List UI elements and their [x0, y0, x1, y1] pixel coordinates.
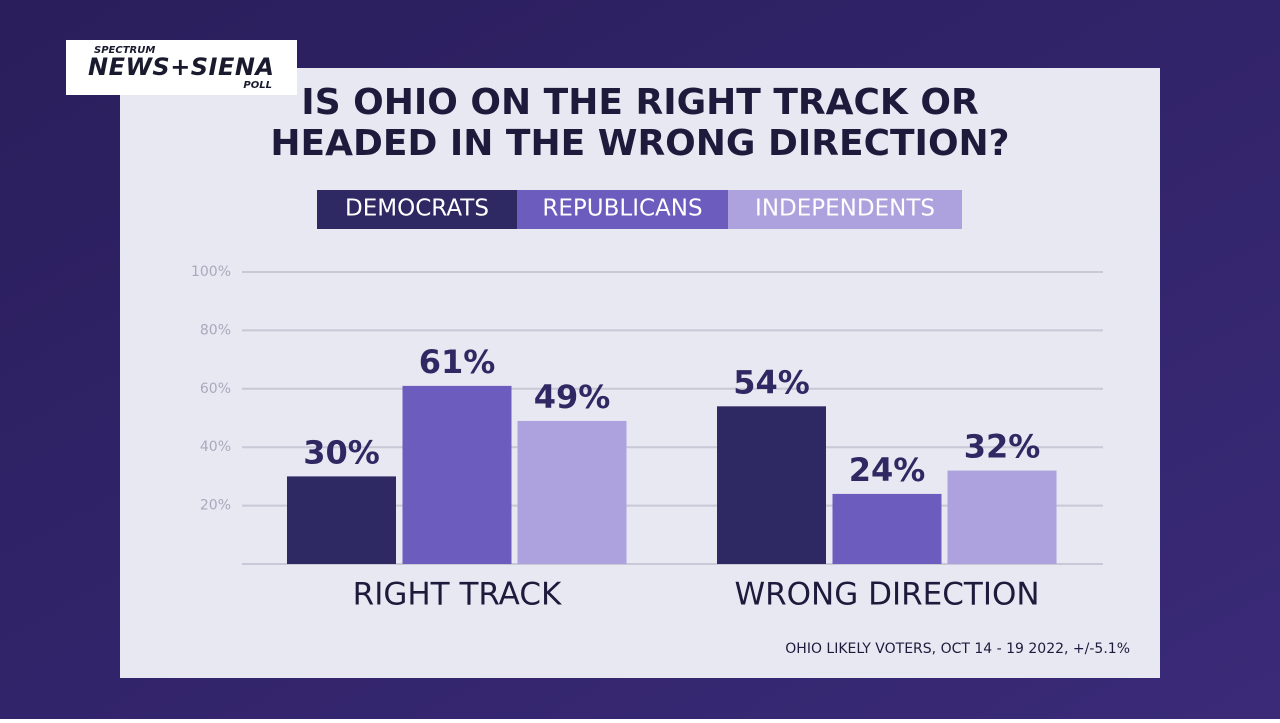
logo-main: NEWS+SIENA — [88, 53, 274, 81]
value-label: 54% — [733, 363, 810, 401]
y-tick-label: 40% — [200, 439, 231, 455]
legend-label: DEMOCRATS — [345, 196, 489, 222]
bar — [947, 470, 1057, 564]
y-tick-label: 20% — [200, 498, 231, 514]
y-tick-label: 60% — [200, 381, 231, 397]
x-tick-label: RIGHT TRACK — [353, 577, 562, 613]
value-label: 32% — [964, 428, 1041, 466]
x-tick-label: WRONG DIRECTION — [734, 577, 1039, 613]
value-label: 61% — [419, 343, 496, 381]
bar — [717, 406, 826, 564]
bar — [832, 493, 942, 564]
legend-label: REPUBLICANS — [542, 196, 702, 222]
chart-title: HEADED IN THE WRONG DIRECTION? — [270, 123, 1009, 164]
bar — [517, 420, 627, 564]
bar — [287, 476, 396, 564]
legend-swatch — [317, 190, 517, 229]
value-label: 49% — [534, 378, 611, 416]
logo-box — [66, 40, 297, 95]
y-tick-label: 100% — [191, 264, 231, 280]
chart-title: IS OHIO ON THE RIGHT TRACK OR — [301, 82, 978, 123]
source-note: OHIO LIKELY VOTERS, OCT 14 - 19 2022, +/… — [785, 641, 1130, 657]
panel — [120, 68, 1160, 678]
bar — [402, 385, 512, 564]
value-label: 30% — [303, 433, 380, 471]
logo-top: SPECTRUM — [94, 45, 155, 56]
logo-bottom: POLL — [243, 80, 272, 91]
y-tick-label: 80% — [200, 322, 231, 338]
legend-swatch — [728, 190, 962, 229]
legend-label: INDEPENDENTS — [755, 196, 935, 222]
legend-swatch — [517, 190, 728, 229]
value-label: 24% — [849, 451, 926, 489]
